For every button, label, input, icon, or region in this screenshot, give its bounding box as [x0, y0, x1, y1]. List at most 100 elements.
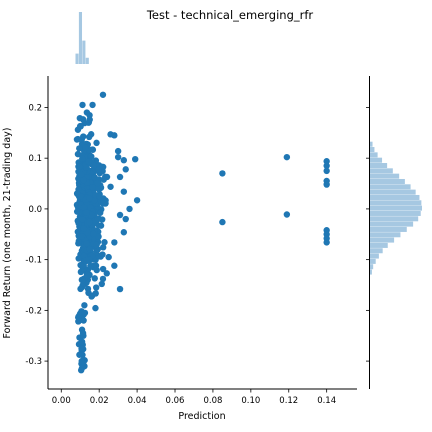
x-tick-label: 0.00 [52, 396, 71, 406]
right-marginal-histogram [370, 141, 422, 275]
scatter-point [120, 229, 128, 236]
scatter-point [73, 136, 81, 143]
scatter-point [75, 255, 82, 262]
scatter-point [86, 246, 93, 253]
x-tick-label: 0.12 [279, 396, 298, 406]
right-hist-bar [370, 242, 388, 248]
x-axis-ticks: 0.00 0.02 0.04 0.06 0.08 0.10 0.12 0.14 [52, 389, 336, 406]
scatter-points [73, 91, 330, 374]
scatter-point [78, 345, 85, 353]
chart-title: Test - technical_emerging_rfr [146, 8, 314, 22]
right-hist-bar [370, 189, 416, 195]
scatter-point [76, 163, 83, 170]
scatter-point [73, 208, 81, 215]
x-tick-label: 0.08 [203, 396, 222, 406]
scatter-point [78, 338, 86, 346]
scatter-point [87, 262, 94, 270]
right-hist-bar [370, 264, 374, 270]
scatter-point [100, 200, 107, 207]
scatter-point [77, 367, 85, 374]
scatter-point [107, 183, 114, 190]
scatter-point [323, 181, 330, 188]
scatter-point [120, 157, 128, 164]
scatter-point [219, 218, 226, 226]
scatter-point [95, 222, 103, 229]
scatter-point [99, 251, 106, 258]
scatter-point [79, 276, 86, 284]
scatter-point [80, 317, 87, 324]
scatter-point [79, 101, 86, 109]
scatter-point [283, 211, 291, 218]
scatter-point [95, 166, 102, 173]
scatter-point [92, 304, 99, 312]
top-hist-bar [85, 57, 89, 64]
x-axis-label: Prediction [178, 411, 225, 422]
scatter-point [99, 275, 107, 283]
top-hist-bar [78, 12, 83, 64]
scatter-point [80, 204, 88, 211]
scatter-point [83, 109, 91, 116]
scatter-point [94, 184, 101, 191]
scatter-point [81, 302, 88, 309]
scatter-point [79, 155, 86, 162]
scatter-point [85, 158, 93, 165]
scatter-point [76, 145, 83, 152]
scatter-point [99, 91, 107, 98]
right-hist-bar [370, 178, 405, 185]
right-hist-bar [370, 248, 383, 254]
scatter-point [111, 132, 118, 139]
scatter-point [90, 230, 97, 238]
scatter-point [76, 122, 84, 130]
scatter-point [323, 158, 330, 165]
scatter-point [79, 351, 86, 359]
scatter-point [79, 329, 87, 337]
scatter-point [93, 241, 100, 249]
right-hist-bar [370, 168, 393, 174]
y-tick-label: -0.1 [25, 256, 42, 266]
scatter-point [95, 233, 102, 240]
scatter-point [111, 262, 118, 269]
scatter-point [88, 153, 95, 160]
scatter-point [84, 271, 91, 279]
y-tick-label: 0.0 [28, 205, 42, 215]
x-tick-label: 0.10 [241, 396, 260, 406]
scatter-point [79, 216, 86, 223]
scatter-point [85, 133, 93, 141]
scatter-point [76, 114, 84, 122]
scatter-point [86, 195, 93, 202]
x-tick-label: 0.06 [166, 396, 185, 406]
scatter-point [90, 162, 98, 169]
right-hist-bar [370, 157, 383, 163]
x-tick-label: 0.14 [317, 396, 336, 406]
scatter-point [133, 197, 141, 204]
scatter-point [83, 240, 90, 247]
right-hist-bar [370, 147, 375, 153]
right-hist-ticks [366, 107, 370, 362]
scatter-point [86, 116, 93, 123]
scatter-point [103, 270, 110, 277]
scatter-point [91, 197, 98, 204]
scatter-point [99, 265, 107, 273]
scatter-point [105, 253, 112, 261]
top-marginal-histogram [75, 12, 89, 64]
scatter-point [219, 170, 226, 177]
right-hist-bar [370, 194, 420, 200]
y-tick-label: 0.1 [28, 154, 42, 164]
right-hist-bar [370, 205, 422, 211]
scatter-point [78, 171, 85, 178]
scatter-point [283, 153, 291, 161]
scatter-point [97, 209, 104, 216]
right-hist-bar [370, 258, 376, 264]
scatter-point [323, 167, 330, 175]
scatter-point [111, 239, 118, 246]
scatter-point [74, 314, 82, 321]
scatter-point [126, 205, 133, 213]
scatter-point [82, 144, 89, 151]
scatter-point [96, 193, 103, 200]
y-tick-label: -0.2 [25, 306, 42, 316]
scatter-point [120, 188, 128, 195]
scatter-point [93, 139, 100, 147]
scatter-point [94, 215, 102, 223]
scatter-point [323, 239, 330, 246]
